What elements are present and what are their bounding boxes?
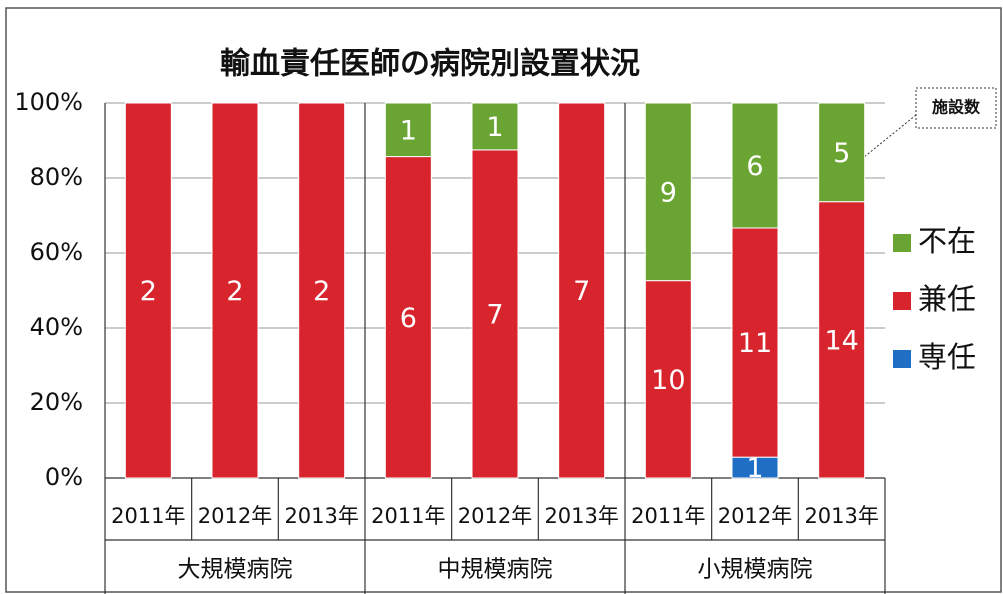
y-tick-label: 60%	[30, 238, 83, 266]
bar-segment	[471, 102, 519, 151]
data-label: 2	[226, 276, 243, 307]
bar-segment	[818, 201, 866, 479]
x-tick-label: 2013年	[284, 504, 358, 528]
y-tick-label: 40%	[30, 313, 83, 341]
legend-label: 不在	[918, 224, 976, 258]
bar-segment	[471, 149, 519, 479]
group-label: 大規模病院	[178, 557, 293, 583]
x-tick-label: 2011年	[371, 504, 445, 528]
bar-segment	[644, 280, 692, 479]
data-label: 11	[738, 328, 772, 359]
data-label: 6	[746, 151, 763, 182]
bar-segment	[731, 102, 779, 229]
y-tick-label: 80%	[30, 163, 83, 191]
data-label: 1	[486, 112, 503, 143]
y-tick-label: 0%	[45, 463, 83, 491]
legend-marker	[893, 234, 911, 252]
x-tick-label: 2011年	[111, 504, 185, 528]
data-label: 14	[824, 325, 858, 356]
data-label: 10	[651, 365, 685, 396]
legend-marker	[893, 292, 911, 310]
bar-segment	[818, 102, 866, 203]
legend-marker	[893, 350, 911, 368]
bar-segment	[211, 102, 259, 479]
annotation-box	[915, 87, 997, 129]
annotation: 施設数	[932, 98, 981, 117]
bar-segment	[384, 102, 432, 158]
bar-segment	[558, 102, 606, 479]
y-tick-label: 100%	[14, 88, 83, 116]
x-tick-label: 2012年	[718, 504, 792, 528]
data-label: 7	[573, 276, 590, 307]
data-label: 6	[400, 303, 417, 334]
chart-title: 輸血責任医師の病院別設置状況	[220, 47, 640, 82]
group-label: 小規模病院	[698, 557, 813, 583]
y-tick-label: 20%	[30, 388, 83, 416]
x-tick-label: 2012年	[198, 504, 272, 528]
legend-label: 専任	[918, 340, 976, 374]
bar-segment	[298, 102, 346, 479]
data-label: 9	[660, 177, 677, 208]
x-tick-label: 2011年	[631, 504, 705, 528]
bar-segment	[124, 102, 172, 479]
legend-label: 兼任	[918, 282, 976, 316]
bar-segment	[644, 102, 692, 282]
data-label: 2	[140, 276, 157, 307]
x-tick-label: 2012年	[458, 504, 532, 528]
data-label: 5	[833, 138, 850, 169]
bar-segment	[731, 227, 779, 458]
data-label: 7	[486, 299, 503, 330]
group-label: 中規模病院	[438, 557, 553, 583]
x-tick-label: 2013年	[804, 504, 878, 528]
data-label: 1	[746, 453, 763, 484]
data-label: 1	[400, 115, 417, 146]
x-tick-label: 2013年	[544, 504, 618, 528]
chart-frame	[5, 7, 1002, 593]
data-label: 2	[313, 276, 330, 307]
